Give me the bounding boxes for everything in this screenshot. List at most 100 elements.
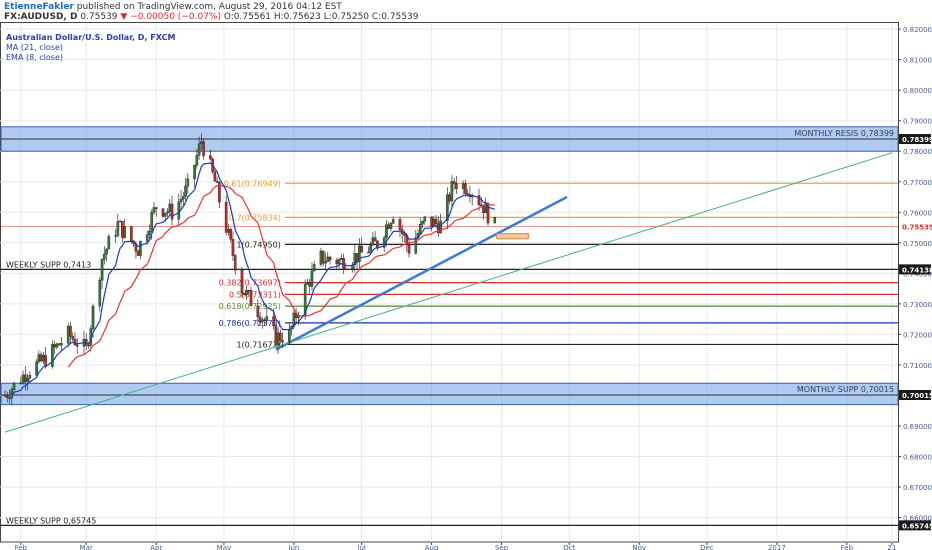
time-tick-label: Sep	[495, 544, 509, 550]
candle	[414, 229, 418, 255]
ema-8-line	[11, 162, 495, 396]
time-tick-label: 21	[888, 544, 897, 550]
candle-body	[84, 338, 88, 346]
candle-body	[258, 316, 262, 323]
candle-body	[186, 178, 190, 187]
candle-body	[44, 355, 47, 367]
candle-body	[227, 229, 230, 233]
candle	[391, 216, 395, 225]
legend-ma[interactable]: MA (21, close)	[6, 43, 64, 52]
candle	[215, 176, 219, 183]
candle	[213, 168, 217, 182]
candle-body	[39, 354, 43, 362]
candle-body	[260, 319, 264, 323]
candle	[161, 208, 165, 219]
candle-body	[177, 201, 181, 220]
price-tick-label: 0.67000	[903, 484, 932, 492]
candle-body	[118, 220, 122, 223]
candle-body	[28, 375, 32, 379]
author-link[interactable]: EtienneFakler	[4, 2, 74, 12]
candle	[103, 246, 106, 265]
candle-body	[288, 328, 291, 343]
candle-body	[407, 244, 411, 254]
publish-info: published on TradingView.com, August 29,…	[76, 2, 342, 12]
time-tick-label: Feb	[15, 544, 28, 550]
candle-body	[55, 343, 59, 348]
candle	[339, 253, 343, 261]
last-price: 0.75539	[80, 12, 118, 22]
price-chart[interactable]: MONTHLY RESIS 0,78399 MONTHLY SUPP 0,7001…	[0, 22, 932, 550]
candle	[446, 187, 449, 230]
candle	[249, 286, 253, 307]
candle	[21, 370, 25, 385]
candle	[233, 254, 237, 275]
candle	[148, 224, 151, 239]
candle	[170, 195, 174, 226]
candle-body	[376, 240, 379, 248]
candle-body	[224, 201, 228, 233]
candle-body	[100, 258, 104, 281]
candle-body	[12, 382, 16, 390]
candle-body	[391, 219, 395, 224]
candle	[195, 149, 199, 169]
candle-body	[26, 377, 29, 382]
candle-body	[150, 212, 154, 232]
candle	[37, 350, 41, 364]
candle	[73, 332, 77, 347]
candle-body	[272, 316, 275, 327]
candle-body	[303, 283, 307, 316]
candle-body	[247, 290, 251, 292]
candle	[184, 177, 187, 202]
price-tick-label: 0.66000	[903, 515, 932, 523]
candle-body	[87, 344, 90, 347]
candle-body	[477, 195, 481, 206]
legend-ema[interactable]: EMA (8, close)	[6, 53, 63, 62]
candle-body	[163, 213, 167, 217]
candle	[477, 188, 481, 211]
candle	[107, 234, 111, 250]
candle	[75, 337, 79, 355]
candle	[55, 342, 59, 350]
price-tick-label: 0.72000	[903, 331, 932, 339]
candle	[434, 215, 438, 229]
candle-body	[218, 182, 221, 203]
candle	[154, 206, 158, 217]
level-label: WEEKLY SUPP 0,65745	[6, 516, 96, 525]
candle	[224, 195, 228, 236]
trendline-short	[275, 195, 568, 351]
candle	[121, 220, 124, 243]
candle	[256, 299, 260, 325]
candle	[400, 224, 404, 243]
candle	[281, 332, 284, 348]
candle-body	[324, 261, 327, 264]
candle-body	[66, 325, 70, 344]
candle-body	[249, 290, 253, 307]
candle	[328, 255, 332, 265]
time-tick-label: Feb	[841, 544, 854, 550]
candle-body	[8, 397, 11, 399]
candle	[407, 238, 411, 258]
candle-body	[452, 181, 456, 184]
candle-body	[245, 290, 248, 295]
candle-body	[446, 194, 449, 222]
candle	[28, 371, 32, 384]
candle-body	[455, 183, 458, 189]
candle	[448, 191, 451, 205]
candle	[353, 244, 357, 273]
candle-body	[154, 207, 158, 209]
time-tick-label: Oct	[563, 544, 575, 550]
candle-body	[281, 340, 284, 343]
candle	[179, 190, 183, 210]
candle	[84, 333, 88, 351]
time-tick-label: 2017	[768, 544, 786, 550]
candle-body	[170, 203, 174, 220]
time-axis: Feb Mar Apr May Jun Jul Aug Sep Oct Nov Dec 2017 Feb…	[15, 542, 897, 550]
candle	[26, 373, 29, 391]
candle-body	[312, 264, 316, 272]
candle-body	[335, 259, 339, 265]
candle-body	[209, 155, 212, 160]
candle	[51, 340, 54, 369]
candle	[71, 332, 75, 342]
candle	[39, 351, 43, 363]
candle	[421, 220, 424, 229]
